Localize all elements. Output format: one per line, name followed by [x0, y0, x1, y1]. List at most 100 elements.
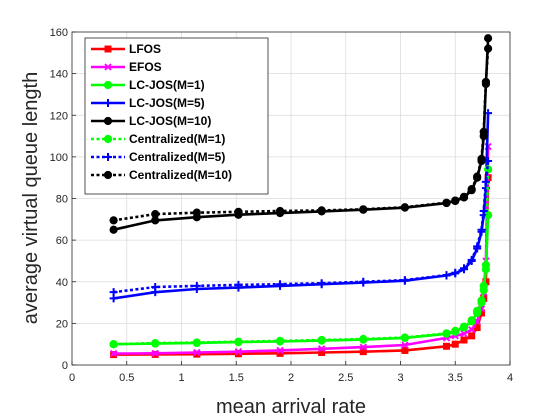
data-point [401, 346, 409, 354]
data-point [151, 210, 160, 219]
data-point [317, 335, 326, 345]
series-7 [109, 157, 493, 297]
data-point [479, 281, 488, 291]
legend-label: Centralized(M=5) [129, 150, 225, 164]
legend-label: EFOS [129, 60, 162, 74]
legend-item: EFOS [91, 60, 162, 74]
data-point [401, 341, 409, 349]
data-point [234, 207, 243, 216]
series-6 [109, 165, 493, 349]
data-point [451, 326, 460, 335]
legend-swatch-marker [104, 63, 112, 71]
data-point [359, 205, 368, 214]
y-tick-label: 80 [56, 194, 68, 206]
data-point [481, 261, 491, 270]
data-point [359, 277, 368, 286]
data-point [477, 225, 486, 234]
data-point [484, 34, 493, 43]
data-point [460, 330, 468, 338]
data-point [459, 192, 469, 201]
legend-label: Centralized(M=1) [129, 132, 225, 146]
data-point [473, 306, 482, 315]
y-tick-label: 60 [56, 235, 68, 247]
data-point [359, 343, 367, 351]
series-layer [109, 34, 493, 359]
legend-label: LFOS [129, 42, 161, 56]
data-point [192, 338, 201, 347]
data-point [318, 345, 326, 353]
y-tick-label: 40 [56, 277, 68, 289]
data-point [359, 334, 368, 344]
legend-item: Centralized(M=5) [91, 150, 225, 164]
x-tick-label: 2 [288, 372, 294, 384]
legend-label: LC-JOS(M=5) [129, 96, 205, 110]
legend-swatch-marker [103, 134, 113, 144]
data-point [151, 349, 159, 357]
y-axis-label: average virtual queue length [20, 72, 42, 324]
data-point [234, 337, 243, 346]
data-point [451, 196, 460, 205]
data-point [442, 271, 451, 280]
data-point [477, 154, 486, 164]
data-point [400, 203, 409, 212]
x-tick-label: 0 [69, 372, 75, 384]
legend-item: LC-JOS(M=1) [91, 78, 205, 92]
data-point [276, 280, 285, 289]
data-point [473, 242, 482, 251]
data-point [442, 198, 451, 207]
legend-item: LC-JOS(M=5) [91, 96, 205, 110]
y-tick-label: 100 [50, 152, 68, 164]
x-axis-label: mean arrival rate [216, 396, 366, 418]
legend-swatch-marker [104, 99, 112, 107]
x-tick-label: 3 [397, 372, 403, 384]
data-point [400, 333, 409, 342]
data-point [467, 185, 476, 194]
legend-swatch-marker [103, 116, 113, 126]
series-line [113, 48, 490, 222]
data-point [317, 279, 326, 288]
legend-swatch-marker [104, 153, 112, 161]
x-tick-label: 0.5 [119, 372, 134, 384]
legend-item: LFOS [91, 42, 161, 56]
data-point [451, 340, 459, 348]
legend-item: Centralized(M=10) [91, 168, 232, 182]
data-point [484, 44, 493, 53]
data-point [400, 276, 409, 285]
data-point [109, 216, 118, 225]
y-tick-label: 140 [50, 69, 68, 81]
data-point [442, 342, 450, 350]
legend-label: LC-JOS(M=10) [129, 114, 211, 128]
y-tick-label: 120 [50, 110, 68, 122]
y-tick-label: 0 [62, 360, 68, 372]
data-point [484, 157, 493, 166]
data-point [451, 268, 460, 277]
data-point [467, 316, 476, 325]
data-point [442, 329, 451, 338]
data-point [151, 282, 160, 291]
data-point [234, 348, 243, 356]
data-point [192, 281, 201, 290]
data-point [317, 206, 326, 215]
data-point [479, 206, 488, 215]
legend-swatch-marker [104, 45, 112, 53]
data-point [276, 346, 284, 355]
series-line [113, 169, 490, 346]
data-point [467, 255, 476, 264]
legend-item: Centralized(M=1) [91, 132, 225, 146]
legend: LFOS EFOS LC-JOS(M=1) LC-JOS(M=5) LC-JOS(M=1… [84, 37, 269, 195]
data-point [192, 208, 201, 217]
x-tick-label: 1 [178, 372, 184, 384]
series-line [113, 160, 490, 294]
x-tick-label: 1.5 [229, 372, 244, 384]
legend-swatch-marker [103, 170, 113, 180]
data-point [460, 264, 469, 273]
legend-box [84, 37, 269, 195]
data-point [473, 172, 482, 181]
data-point [477, 296, 486, 305]
data-point [479, 127, 488, 136]
data-point [468, 325, 476, 334]
data-point [481, 177, 490, 186]
data-point [359, 348, 367, 356]
